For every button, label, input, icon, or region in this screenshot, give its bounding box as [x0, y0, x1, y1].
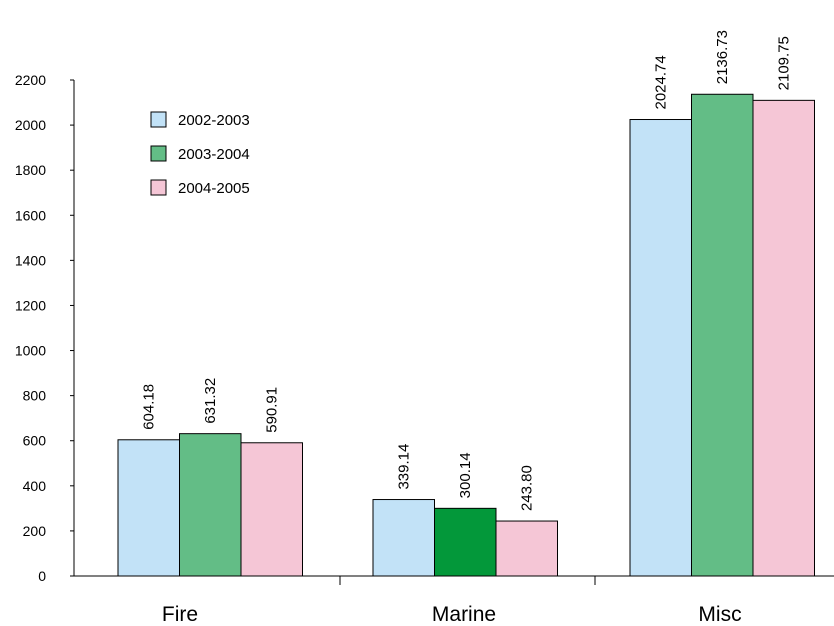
y-tick-label: 2200	[15, 72, 46, 88]
y-tick-label: 2000	[15, 117, 46, 133]
bar-misc-2004-2005	[752, 99, 815, 577]
legend-swatch	[150, 179, 167, 196]
y-tick-label: 0	[38, 568, 46, 584]
bar-marine-2002-2003	[372, 499, 435, 577]
data-label: 2024.74	[653, 55, 670, 109]
y-tick-label: 200	[23, 523, 47, 539]
legend-label: 2003-2004	[178, 146, 250, 163]
x-category-label: Fire	[162, 603, 198, 626]
y-tick-label: 400	[23, 478, 47, 494]
data-label: 604.18	[141, 384, 158, 430]
bar-misc-2003-2004	[691, 93, 754, 577]
x-category-label: Marine	[432, 603, 496, 626]
bar-fire-2002-2003	[117, 439, 180, 577]
y-tick-label: 1400	[15, 252, 46, 268]
data-label: 339.14	[396, 444, 413, 490]
bar-fire-2003-2004	[179, 433, 242, 577]
legend-swatch	[150, 111, 167, 128]
data-label: 243.80	[519, 465, 536, 511]
data-label: 631.32	[202, 378, 219, 424]
data-label: 2109.75	[776, 36, 793, 90]
bars: 604.18 631.32 590.91 339.14 300.14 243.80 2024…	[117, 30, 815, 577]
x-category-label: Misc	[698, 603, 741, 626]
bar-marine-2004-2005	[495, 520, 558, 577]
data-label: 590.91	[264, 387, 281, 433]
bar-misc-2002-2003	[629, 119, 692, 577]
bar-marine-2003-2004	[434, 507, 497, 577]
y-tick-label: 1200	[15, 297, 46, 313]
y-tick-label: 600	[23, 433, 47, 449]
data-label: 2136.73	[714, 30, 731, 84]
legend-label: 2004-2005	[178, 180, 250, 197]
x-axis: Fire Marine Misc	[74, 575, 834, 626]
data-label: 300.14	[457, 452, 474, 498]
y-tick-label: 1600	[15, 207, 46, 223]
legend: 2002-2003 2003-2004 2004-2005	[150, 111, 250, 197]
bar-fire-2004-2005	[240, 442, 303, 577]
y-tick-label: 1800	[15, 162, 46, 178]
legend-swatch	[150, 145, 167, 162]
y-tick-label: 800	[23, 388, 47, 404]
y-axis: 0 200 400 600 800 1000 1200 1400 1600 1800 2000 220…	[15, 72, 75, 584]
legend-label: 2002-2003	[178, 112, 250, 129]
y-tick-label: 1000	[15, 343, 46, 359]
